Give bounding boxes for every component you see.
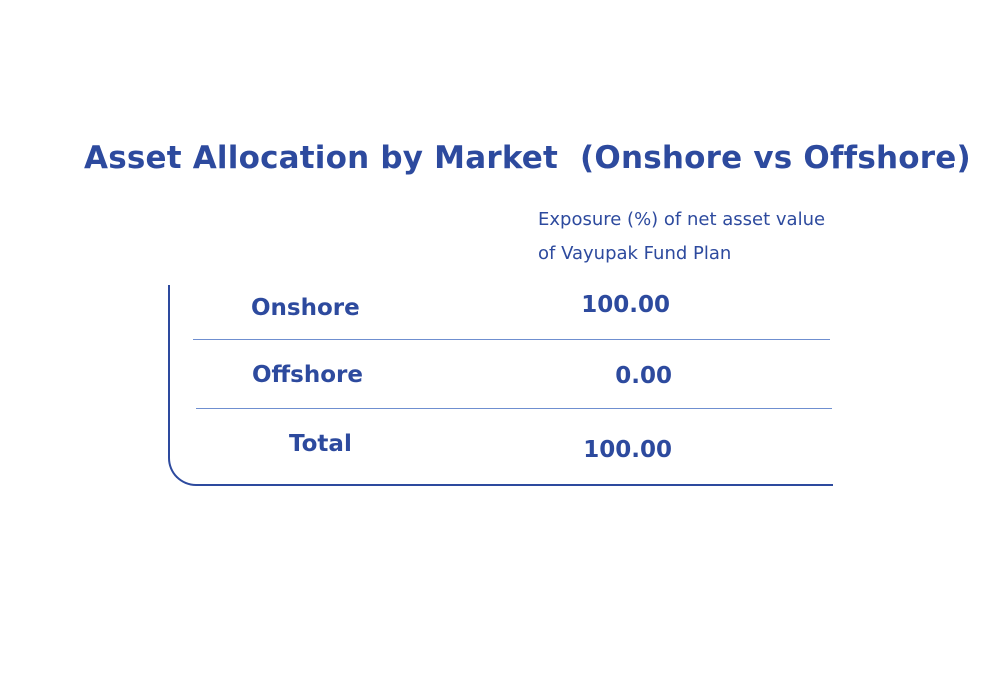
row-value: 0.00: [615, 363, 672, 389]
column-header-line2: of Vayupak Fund Plan: [538, 243, 732, 264]
row-value: 100.00: [583, 437, 672, 463]
column-header-line1: Exposure (%) of net asset value: [538, 209, 826, 230]
row-value: 100.00: [581, 292, 670, 318]
row-label: Offshore: [252, 362, 363, 388]
row-divider: [196, 408, 832, 409]
page-title: Asset Allocation by Market (Onshore vs O…: [84, 140, 971, 176]
table-frame: [168, 285, 833, 486]
row-label: Onshore: [251, 295, 360, 321]
row-divider: [193, 339, 830, 340]
row-label: Total: [289, 431, 352, 457]
